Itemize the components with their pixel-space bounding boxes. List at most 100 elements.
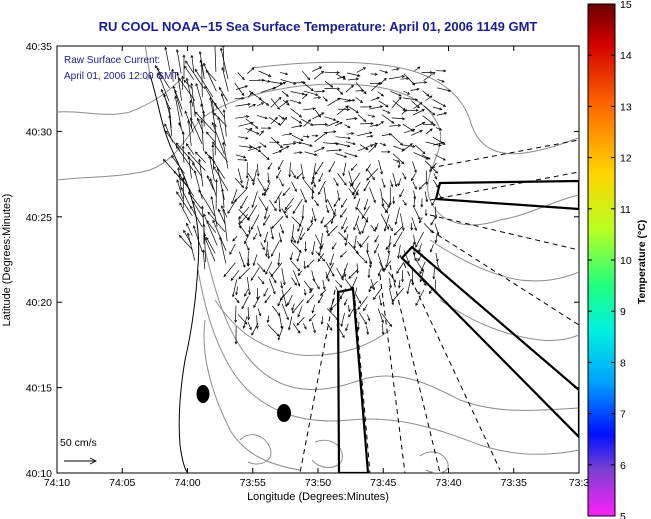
current-vector <box>378 121 384 126</box>
current-vector-head <box>383 267 387 272</box>
current-vector <box>348 78 359 81</box>
current-vector-head <box>358 300 361 304</box>
current-vector <box>412 161 417 173</box>
current-vector-head <box>246 263 250 267</box>
current-vector-head <box>406 77 410 81</box>
current-vector <box>425 95 433 101</box>
current-vector-head <box>381 331 385 336</box>
current-vector <box>345 323 349 331</box>
current-vector <box>237 72 245 80</box>
current-vector-head <box>331 273 335 277</box>
current-vector-head <box>160 88 164 93</box>
current-vector <box>302 323 307 330</box>
current-vector-head <box>411 178 414 182</box>
current-vector-head <box>301 176 305 181</box>
current-vector <box>436 112 447 116</box>
current-vector <box>194 111 216 134</box>
current-vector-head <box>363 119 367 123</box>
current-vector-head <box>326 210 330 214</box>
current-vector-head <box>353 196 357 200</box>
current-vector <box>251 322 259 336</box>
current-vector-head <box>401 75 406 79</box>
current-vector <box>334 142 350 147</box>
current-vector <box>411 173 416 181</box>
current-vector-head <box>270 253 274 257</box>
current-vector-head <box>413 257 417 262</box>
current-vector-head <box>175 142 179 146</box>
current-vector-head <box>266 319 270 324</box>
current-vector-head <box>363 91 367 95</box>
current-vector <box>188 120 192 146</box>
current-vector <box>378 295 382 306</box>
current-vector <box>384 214 390 231</box>
current-vector <box>355 97 363 103</box>
current-vector-head <box>209 156 213 160</box>
current-vector-head <box>375 226 378 231</box>
current-vector <box>290 170 296 178</box>
current-vector-head <box>214 42 216 44</box>
current-vector-head <box>255 125 259 129</box>
sector-line <box>429 229 579 326</box>
current-vector <box>291 181 297 192</box>
current-vector <box>188 156 192 179</box>
current-vector-head <box>217 116 221 120</box>
current-vector <box>278 312 283 329</box>
current-vector <box>326 323 333 331</box>
current-vector <box>272 81 286 90</box>
current-vector-head <box>296 176 300 180</box>
current-vector <box>248 104 256 108</box>
x-tick-label: 73:45 <box>370 477 396 489</box>
current-vector-head <box>192 162 195 166</box>
current-vector-head <box>210 196 214 200</box>
current-vector <box>234 297 240 304</box>
current-vector <box>300 188 307 203</box>
current-vector-head <box>190 205 193 209</box>
current-vector-head <box>234 319 238 323</box>
current-vector <box>256 315 258 329</box>
current-vector <box>171 155 185 174</box>
current-vector-head <box>187 119 191 123</box>
current-vector <box>279 224 284 234</box>
current-vector-head <box>342 75 346 79</box>
current-vector <box>329 253 335 266</box>
current-vector-head <box>252 262 256 267</box>
current-vector-head <box>311 310 315 314</box>
current-vector-head <box>189 99 193 104</box>
current-vector-head <box>414 186 417 190</box>
current-vector-head <box>394 183 398 188</box>
current-vector <box>204 233 206 263</box>
current-vector <box>257 225 262 237</box>
current-vector <box>367 242 369 253</box>
current-vector-head <box>261 192 265 196</box>
current-vector-head <box>252 182 256 186</box>
current-vector <box>336 105 349 116</box>
current-vector-head <box>268 126 272 130</box>
current-vector <box>243 316 248 329</box>
current-vector <box>302 93 308 100</box>
current-vector-head <box>389 323 393 328</box>
current-vector <box>381 313 392 327</box>
current-vector <box>356 223 361 235</box>
current-vector-head <box>425 182 429 186</box>
current-vector-head <box>200 119 204 123</box>
current-vector <box>238 208 250 221</box>
current-vector-head <box>241 92 245 97</box>
current-vector <box>348 269 359 279</box>
current-vector <box>327 198 336 216</box>
current-vector-head <box>253 236 256 241</box>
current-vector-head <box>322 89 326 93</box>
current-vector-head <box>325 230 329 234</box>
current-vector <box>391 287 404 302</box>
current-vector <box>278 252 280 266</box>
current-vector-head <box>245 175 249 179</box>
current-vector-head <box>282 192 286 197</box>
current-vector-head <box>374 72 378 76</box>
current-vector-head <box>390 228 394 232</box>
current-vector <box>402 144 415 148</box>
current-vector-head <box>382 184 386 189</box>
contour-line <box>239 434 272 465</box>
current-vector-head <box>205 69 209 73</box>
current-vector <box>322 96 328 102</box>
current-vector <box>366 251 372 265</box>
current-vector-head <box>322 286 326 290</box>
